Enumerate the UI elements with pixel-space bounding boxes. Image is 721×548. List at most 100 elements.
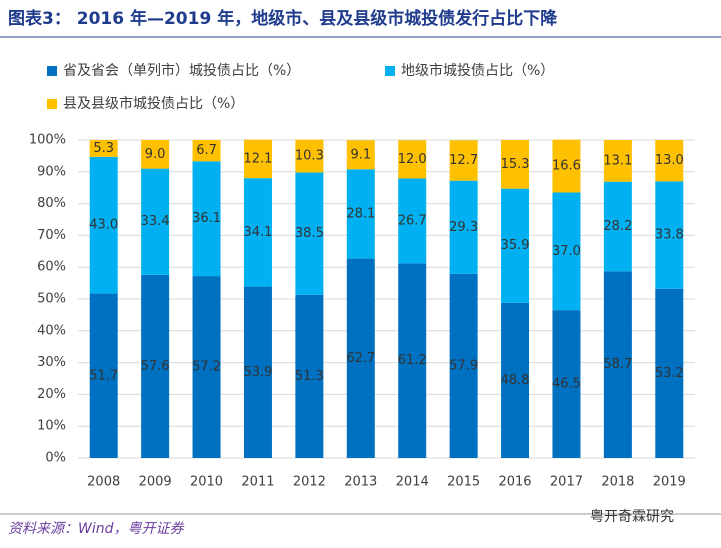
data-label: 36.1	[192, 211, 221, 226]
data-label: 5.3	[93, 141, 114, 156]
bar-segment	[552, 192, 581, 311]
y-tick-label: 80%	[37, 196, 66, 211]
y-tick-label: 100%	[29, 133, 66, 148]
bar-segment	[89, 156, 118, 294]
bar-segment	[141, 140, 170, 169]
bar-segment	[603, 181, 632, 272]
y-tick-label: 60%	[37, 260, 66, 275]
data-label: 62.7	[346, 351, 375, 366]
bar-segment	[398, 178, 427, 264]
data-label: 13.0	[655, 153, 684, 168]
data-label: 15.3	[501, 157, 530, 172]
y-tick-label: 70%	[37, 228, 66, 243]
bar-segment	[655, 288, 684, 458]
x-tick-label: 2015	[447, 475, 480, 490]
x-tick-label: 2008	[87, 475, 120, 490]
x-tick-label: 2019	[653, 475, 686, 490]
data-label: 33.8	[655, 228, 684, 243]
bar-segment	[655, 181, 684, 289]
x-tick-label: 2009	[139, 475, 172, 490]
bar-segment	[449, 180, 478, 274]
y-tick-label: 20%	[37, 387, 66, 402]
x-tick-label: 2018	[601, 475, 634, 490]
bar-segment	[398, 140, 427, 179]
x-tick-label: 2016	[498, 475, 531, 490]
data-label: 9.1	[350, 147, 371, 162]
data-label: 9.0	[145, 147, 166, 162]
data-label: 51.7	[89, 368, 118, 383]
data-label: 12.1	[243, 151, 272, 166]
data-label: 28.1	[346, 206, 375, 221]
data-label: 37.0	[552, 244, 581, 259]
bar-segment	[346, 140, 375, 170]
data-label: 6.7	[196, 143, 217, 158]
y-tick-label: 40%	[37, 323, 66, 338]
bar-segment	[346, 169, 375, 259]
bar-segment	[295, 139, 324, 173]
bar-segment	[243, 178, 272, 287]
bar-segment	[141, 274, 170, 458]
bar-segment	[501, 302, 530, 458]
data-label: 10.3	[295, 149, 324, 164]
data-label: 53.2	[655, 366, 684, 381]
y-tick-label: 30%	[37, 355, 66, 370]
data-label: 46.5	[552, 377, 581, 392]
bar-segment	[243, 286, 272, 458]
legend-label: 县及县级市城投债占比（%）	[63, 95, 244, 112]
bar-segment	[655, 140, 684, 182]
bar-segment	[501, 140, 530, 189]
y-tick-label: 0%	[45, 451, 66, 466]
bar-segment	[552, 139, 581, 193]
data-label: 35.9	[501, 238, 530, 253]
x-tick-label: 2010	[190, 475, 223, 490]
x-tick-label: 2013	[344, 475, 377, 490]
legend-swatch	[47, 66, 57, 76]
bar-segment	[89, 293, 118, 458]
x-tick-label: 2011	[241, 475, 274, 490]
data-label: 61.2	[398, 353, 427, 368]
bar-segment	[295, 294, 324, 458]
legend-swatch	[47, 99, 57, 109]
data-label: 33.4	[141, 214, 170, 229]
data-label: 43.0	[89, 218, 118, 233]
watermark: 粤开奇霖研究	[590, 508, 674, 525]
data-label: 48.8	[501, 373, 530, 388]
bar-segment	[603, 271, 632, 458]
data-label: 12.7	[449, 153, 478, 168]
source: 资料来源：Wind，粤开证券	[8, 521, 184, 537]
data-label: 57.2	[192, 360, 221, 375]
x-tick-label: 2014	[396, 475, 429, 490]
bar-segment	[89, 140, 118, 157]
bar-segment	[141, 168, 170, 275]
bar-segment	[501, 188, 530, 303]
bar-segment	[603, 140, 632, 182]
bar-segment	[192, 276, 221, 458]
bar-segment	[449, 273, 478, 458]
bar-segment	[449, 140, 478, 181]
bar-segment	[243, 139, 272, 179]
data-label: 57.6	[141, 359, 170, 374]
chart-title: 图表3： 2016 年—2019 年，地级市、县及县级市城投债发行占比下降	[8, 8, 558, 29]
bar-segment	[192, 161, 221, 277]
data-label: 51.3	[295, 369, 324, 384]
y-tick-label: 10%	[37, 419, 66, 434]
bar-segment	[295, 172, 324, 295]
data-label: 16.6	[552, 159, 581, 174]
data-label: 12.0	[398, 152, 427, 167]
bar-segment	[552, 310, 581, 458]
bar-segment	[346, 258, 375, 458]
data-label: 53.9	[243, 365, 272, 380]
legend-label: 地级市城投债占比（%）	[401, 62, 554, 79]
x-tick-label: 2012	[293, 475, 326, 490]
data-label: 57.9	[449, 358, 478, 373]
bar-segment	[192, 140, 221, 162]
y-tick-label: 50%	[37, 292, 66, 307]
data-label: 26.7	[398, 213, 427, 228]
legend-swatch	[385, 66, 395, 76]
data-label: 29.3	[449, 220, 478, 235]
x-tick-label: 2017	[550, 475, 583, 490]
y-tick-label: 90%	[37, 164, 66, 179]
data-label: 58.7	[603, 357, 632, 372]
legend-label: 省及省会（单列市）城投债占比（%）	[63, 62, 300, 79]
